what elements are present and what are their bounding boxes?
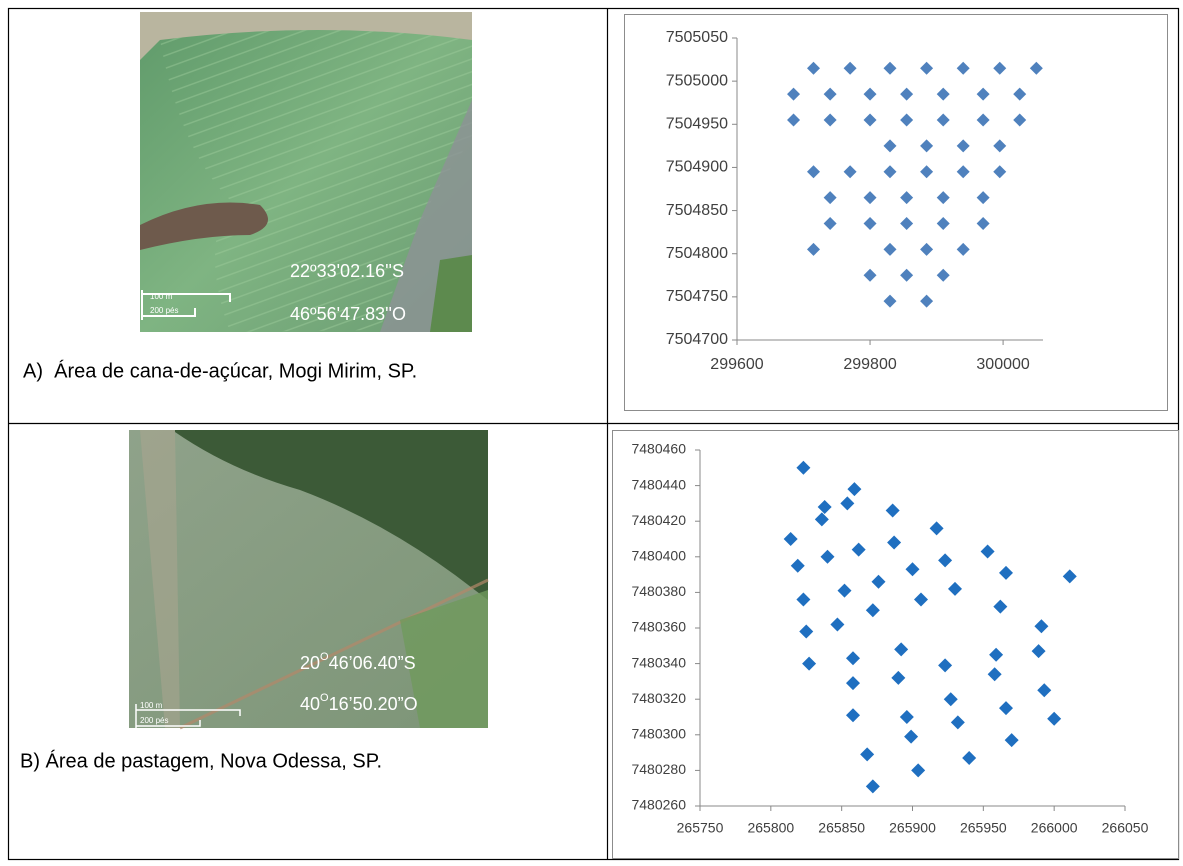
- x-tick-label: 266000: [1031, 820, 1078, 836]
- satellite-image-b: [129, 430, 488, 728]
- y-tick-label: 7480380: [631, 583, 686, 599]
- latitude: 20O46’06.40”S: [300, 651, 416, 673]
- caption: B) Área de pastagem, Nova Odessa, SP.: [20, 749, 382, 772]
- chart-frame: [613, 431, 1179, 859]
- y-tick-label: 7480260: [631, 797, 686, 813]
- y-tick-label: 7504700: [666, 331, 728, 348]
- y-tick-label: 7480420: [631, 512, 686, 528]
- y-tick-label: 7480320: [631, 690, 686, 706]
- y-tick-label: 7480460: [631, 441, 686, 457]
- x-tick-label: 266050: [1102, 820, 1149, 836]
- longitude: 46º56'47.83''O: [290, 304, 406, 324]
- y-tick-label: 7480400: [631, 548, 686, 564]
- y-tick-label: 7504850: [666, 202, 728, 219]
- scale-meters: 100 m: [150, 292, 173, 301]
- scale-meters: 100 m: [140, 701, 163, 710]
- latitude: 22º33'02.16''S: [290, 261, 404, 281]
- longitude-rest: 16’50.20”O: [329, 694, 418, 714]
- y-tick-label: 7480300: [631, 726, 686, 742]
- y-tick-label: 7480440: [631, 476, 686, 492]
- caption: A) Área de cana-de-açúcar, Mogi Mirim, S…: [23, 359, 417, 382]
- satellite-image-a: [140, 12, 472, 332]
- y-tick-label: 7504800: [666, 245, 728, 262]
- x-tick-label: 299800: [843, 356, 896, 373]
- y-tick-label: 7480340: [631, 654, 686, 670]
- longitude-degrees: 40: [300, 694, 320, 714]
- y-tick-label: 7505050: [666, 29, 728, 46]
- y-tick-label: 7480280: [631, 761, 686, 777]
- y-tick-label: 7504950: [666, 116, 728, 133]
- latitude-rest: 46’06.40”S: [329, 653, 416, 673]
- document: 22º33'02.16''S 46º56'47.83''O 100 m 200 …: [0, 0, 1183, 866]
- x-tick-label: 265800: [747, 820, 794, 836]
- y-tick-label: 7504750: [666, 288, 728, 305]
- y-tick-label: 7504900: [666, 159, 728, 176]
- y-tick-label: 7505000: [666, 72, 728, 89]
- scale-feet: 200 pés: [140, 716, 168, 725]
- longitude: 40O16’50.20”O: [300, 692, 418, 714]
- page: 22º33'02.16''S 46º56'47.83''O 100 m 200 …: [0, 0, 1183, 866]
- x-tick-label: 300000: [976, 356, 1029, 373]
- x-tick-label: 265950: [960, 820, 1007, 836]
- x-tick-label: 265750: [677, 820, 724, 836]
- latitude-degrees: 20: [300, 653, 320, 673]
- x-tick-label: 299600: [710, 356, 763, 373]
- scale-feet: 200 pés: [150, 306, 178, 315]
- x-tick-label: 265900: [889, 820, 936, 836]
- y-tick-label: 7480360: [631, 619, 686, 635]
- x-tick-label: 265850: [818, 820, 865, 836]
